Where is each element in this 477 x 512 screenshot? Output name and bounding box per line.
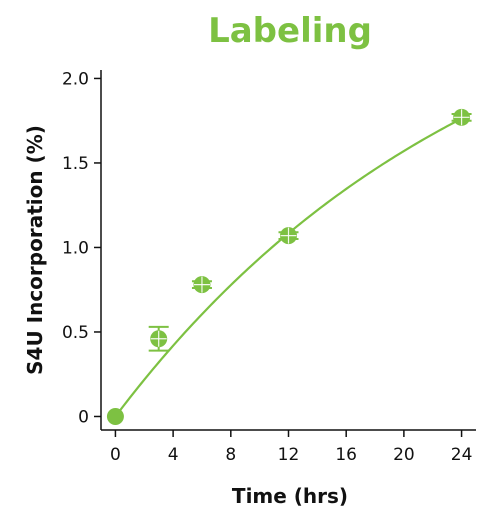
y-tick-label: 1.0 — [62, 238, 89, 258]
ticks: 0 4 8 12 16 20 24 0 0.5 1.0 1.5 2.0 — [62, 69, 472, 465]
chart-title: Labeling — [208, 11, 372, 51]
x-tick-label: 4 — [168, 445, 179, 465]
data-point — [191, 276, 212, 294]
data-point — [278, 227, 299, 245]
fit-curve — [114, 117, 463, 418]
data-point — [106, 407, 124, 425]
x-tick-label: 0 — [110, 445, 121, 465]
x-tick-label: 8 — [225, 445, 236, 465]
data-point — [451, 108, 472, 126]
y-tick-label: 1.5 — [62, 154, 89, 174]
x-tick-label: 24 — [451, 445, 473, 465]
data-points — [106, 108, 472, 425]
y-tick-label: 0.5 — [62, 323, 89, 343]
x-tick-label: 16 — [335, 445, 357, 465]
y-axis-label: S4U Incorporation (%) — [23, 125, 47, 375]
x-tick-label: 12 — [278, 445, 300, 465]
data-point — [148, 325, 169, 352]
axes — [100, 70, 476, 431]
y-tick-label: 0 — [78, 407, 89, 427]
x-tick-label: 20 — [393, 445, 415, 465]
point-marker — [106, 407, 124, 425]
x-axis-label: Time (hrs) — [232, 484, 348, 508]
y-tick-label: 2.0 — [62, 69, 89, 89]
